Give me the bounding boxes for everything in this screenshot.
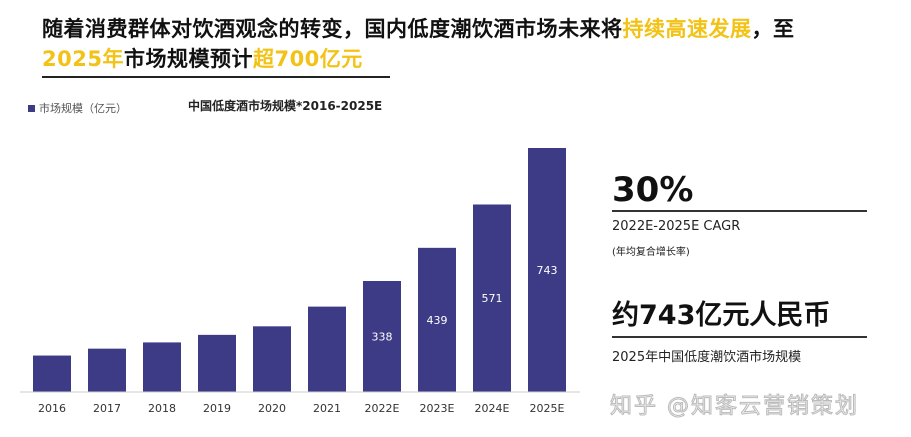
data-label: 174 [207,300,228,313]
legend-swatch [28,104,35,112]
data-label: 260 [317,258,338,271]
x-tick-label: 2022E [365,402,400,415]
data-label: 132 [97,321,118,334]
bar [473,204,511,392]
x-tick-label: 2025E [530,402,565,415]
data-label: 200 [262,287,283,300]
bar [88,348,126,392]
watermark: 知乎 @知客云营销策划 [610,394,859,420]
data-label: 439 [427,314,448,327]
headline-highlight: 超700亿元 [252,47,363,71]
bar-chart: 111 2016 132 2017 151 2018 174 2019 200 2020 260 20… [20,148,580,415]
bar [308,306,346,392]
x-tick-label: 2018 [148,402,176,415]
market-label: 2025年中国低度潮饮酒市场规模 [612,350,802,365]
bar [363,281,401,392]
x-tick-label: 2017 [93,402,121,415]
bar [33,355,71,392]
data-label: 743 [537,264,558,277]
headline-text: 随着消费群体对饮酒观念的转变，国内低度潮饮酒市场未来将 [42,17,623,41]
market-value: 约743亿元人民币 [612,300,831,331]
divider [42,76,390,78]
chart-legend: 市场规模（亿元） [28,100,127,116]
divider [612,210,867,212]
headline: 随着消费群体对饮酒观念的转变，国内低度潮饮酒市场未来将持续高速发展，至 2025年… [42,14,795,74]
data-label: 151 [152,312,173,325]
x-tick-label: 2020 [258,402,286,415]
headline-highlight: 2025年 [42,47,124,71]
data-label: 338 [372,331,393,344]
x-tick-label: 2019 [203,402,231,415]
headline-highlight: 持续高速发展 [622,17,752,41]
headline-text: ，至 [751,17,795,41]
cagr-note: (年均复合增长率) [612,247,690,258]
bar [418,247,456,392]
cagr-label: 2022E-2025E CAGR [612,219,741,234]
cagr-value: 30% [612,170,694,210]
data-label: 571 [482,292,503,305]
x-tick-label: 2023E [420,402,455,415]
data-label: 111 [42,331,63,344]
x-tick-label: 2016 [38,402,66,415]
headline-text: 市场规模预计 [123,47,253,71]
bar [198,334,236,392]
divider [612,336,867,338]
bar [253,326,291,392]
legend-label: 市场规模（亿元） [39,102,127,115]
bar [143,342,181,392]
x-tick-label: 2021 [313,402,341,415]
x-tick-label: 2024E [475,402,510,415]
bar [528,148,566,392]
chart-title: 中国低度酒市场规模*2016-2025E [188,99,383,113]
